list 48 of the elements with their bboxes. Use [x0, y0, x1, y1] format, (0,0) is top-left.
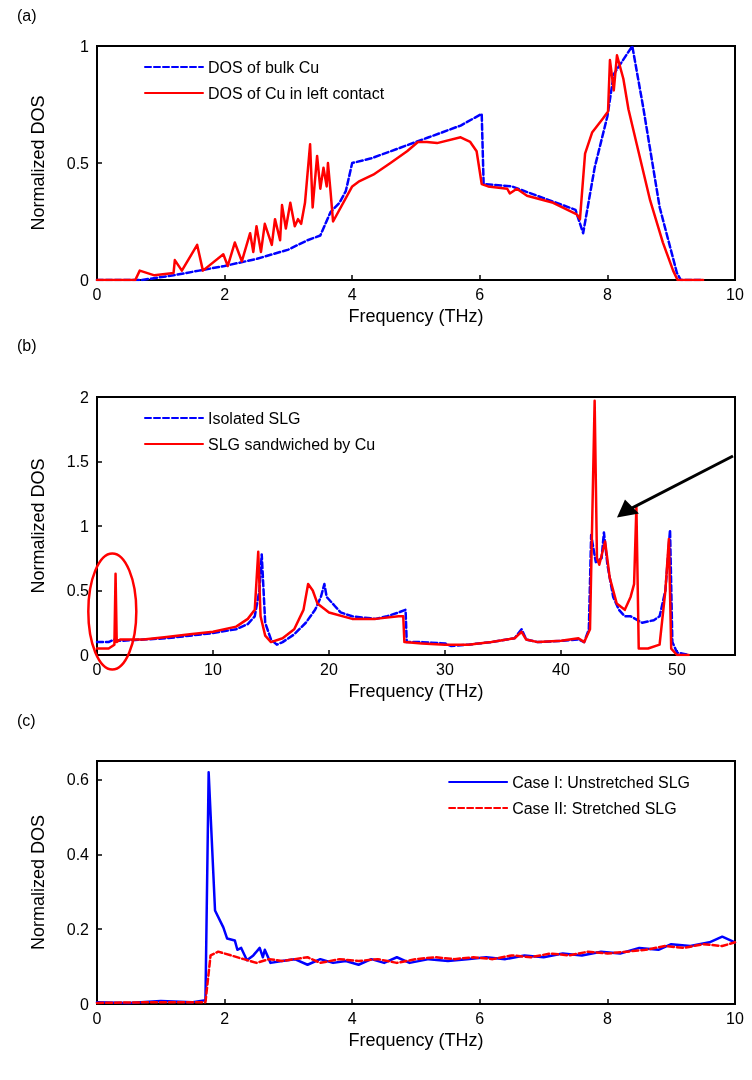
- x-axis-title: Frequency (THz): [348, 681, 484, 701]
- x-tick-label: 2: [220, 1009, 230, 1027]
- y-tick-label: 0.4: [66, 845, 90, 863]
- legend-label: Case I: Unstretched SLG: [512, 773, 690, 791]
- y-tick-label: 1.5: [66, 453, 90, 470]
- x-tick-label: 6: [475, 285, 485, 303]
- y-tick-label: 0.2: [66, 920, 90, 938]
- x-tick-label: 2: [220, 285, 230, 303]
- x-tick-label: 8: [602, 1009, 612, 1027]
- x-tick-label: 0: [92, 660, 102, 678]
- x-axis-title: Frequency (THz): [348, 306, 484, 326]
- y-tick-label: 0: [80, 271, 90, 289]
- legend-label: Isolated SLG: [208, 409, 301, 427]
- x-tick-label: 20: [320, 660, 338, 678]
- x-tick-label: 0: [92, 285, 102, 303]
- chart-title: (a): [17, 6, 37, 24]
- x-tick-label: 10: [726, 1009, 744, 1027]
- chart-title: (c): [17, 711, 36, 729]
- chart-title: (b): [17, 336, 37, 354]
- y-tick-label: 0: [80, 995, 90, 1013]
- line-series: [95, 941, 737, 1005]
- x-axis-title: Frequency (THz): [348, 1030, 484, 1050]
- x-tick-label: 40: [552, 660, 570, 678]
- x-tick-label: 4: [347, 1009, 357, 1027]
- x-tick-label: 4: [347, 285, 357, 303]
- y-tick-label: 0.6: [66, 771, 90, 789]
- y-axis-title: Normalized DOS: [28, 458, 48, 594]
- x-tick-label: 10: [726, 285, 744, 303]
- x-tick-label: 50: [668, 660, 686, 678]
- legend-label: Case II: Stretched SLG: [512, 799, 677, 817]
- y-tick-label: 2: [80, 388, 90, 406]
- y-tick-label: 1: [80, 517, 90, 535]
- y-axis-title: Normalized DOS: [28, 95, 48, 231]
- x-tick-label: 6: [475, 1009, 485, 1027]
- y-tick-label: 0.5: [66, 582, 90, 599]
- y-tick-label: 1: [80, 37, 90, 55]
- legend-label: DOS of Cu in left contact: [208, 84, 385, 102]
- line-series: [95, 399, 690, 657]
- y-tick-label: 0: [80, 646, 90, 664]
- legend-label: DOS of bulk Cu: [208, 58, 320, 76]
- y-tick-label: 0.5: [66, 154, 90, 172]
- x-tick-label: 10: [204, 660, 222, 678]
- y-axis-title: Normalized DOS: [28, 814, 48, 951]
- legend-label: SLG sandwiched by Cu: [208, 435, 376, 453]
- x-tick-label: 8: [602, 285, 612, 303]
- x-tick-label: 0: [92, 1009, 102, 1027]
- line-series: [95, 528, 690, 657]
- x-tick-label: 30: [436, 660, 454, 678]
